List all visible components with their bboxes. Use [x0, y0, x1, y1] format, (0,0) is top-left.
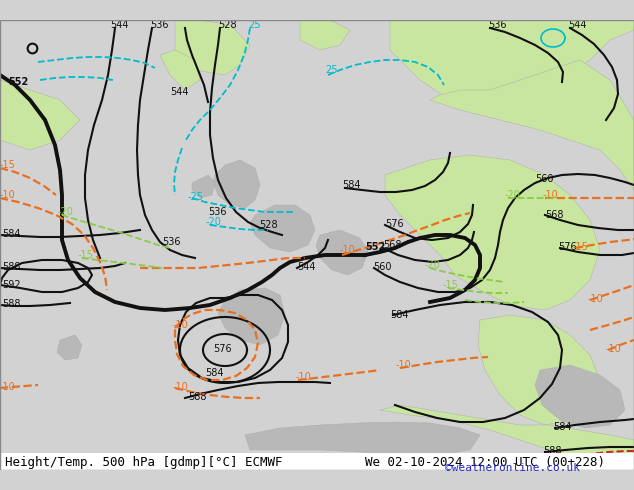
Text: 560: 560 [373, 262, 392, 272]
Polygon shape [57, 335, 82, 360]
Text: -20: -20 [505, 190, 521, 200]
Polygon shape [250, 205, 315, 252]
Text: -10: -10 [543, 190, 559, 200]
Text: -20: -20 [425, 260, 441, 270]
Text: 584: 584 [390, 310, 408, 320]
Text: -10: -10 [173, 382, 189, 392]
Text: 544: 544 [568, 20, 586, 30]
Text: -15: -15 [78, 250, 94, 260]
Text: 528: 528 [259, 220, 278, 230]
Text: 544: 544 [110, 20, 129, 30]
Text: 552: 552 [365, 242, 385, 252]
Polygon shape [175, 20, 250, 75]
Text: -10: -10 [0, 190, 16, 200]
Text: -10: -10 [396, 360, 411, 370]
Text: -20: -20 [58, 207, 74, 217]
Text: 544: 544 [297, 262, 316, 272]
Polygon shape [0, 80, 80, 150]
Text: 528: 528 [218, 20, 236, 30]
Text: 588: 588 [188, 392, 207, 402]
Polygon shape [430, 60, 634, 190]
Text: -25: -25 [188, 192, 204, 202]
Bar [0, 472, 634, 490]
Text: 576: 576 [385, 219, 404, 229]
Text: -5: -5 [553, 452, 563, 462]
Polygon shape [316, 230, 368, 275]
Text: 560: 560 [535, 174, 553, 184]
Polygon shape [380, 405, 634, 465]
Text: 588: 588 [2, 299, 20, 309]
Text: 536: 536 [488, 20, 507, 30]
Polygon shape [192, 175, 215, 198]
Text: 536: 536 [150, 20, 169, 30]
Polygon shape [160, 50, 200, 90]
Text: -15: -15 [443, 280, 459, 290]
Text: 592: 592 [2, 280, 21, 290]
Polygon shape [245, 422, 480, 455]
Polygon shape [390, 20, 634, 110]
Polygon shape [213, 160, 260, 208]
Text: 25: 25 [248, 20, 261, 30]
Text: -15: -15 [0, 160, 16, 170]
Text: 568: 568 [383, 240, 401, 250]
Polygon shape [478, 315, 600, 425]
Text: 584: 584 [205, 368, 224, 378]
Text: 584: 584 [342, 180, 361, 190]
Text: 576: 576 [558, 242, 577, 252]
Polygon shape [300, 20, 350, 50]
Text: 552: 552 [8, 77, 29, 87]
Polygon shape [218, 288, 285, 345]
Text: 588: 588 [2, 262, 20, 272]
Text: Height/Temp. 500 hPa [gdmp][°C] ECMWF: Height/Temp. 500 hPa [gdmp][°C] ECMWF [5, 456, 283, 468]
Text: -10: -10 [606, 344, 622, 354]
Bar [0, 453, 634, 470]
Polygon shape [385, 155, 600, 310]
Text: ©weatheronline.co.uk: ©weatheronline.co.uk [445, 463, 580, 473]
Polygon shape [535, 365, 625, 428]
Text: 568: 568 [545, 210, 564, 220]
Text: 536: 536 [162, 237, 181, 247]
Text: -10: -10 [340, 245, 356, 255]
Text: -20: -20 [206, 217, 222, 227]
Text: 584: 584 [553, 422, 571, 432]
Text: 536: 536 [208, 207, 226, 217]
Text: -10: -10 [588, 294, 604, 304]
Text: 576: 576 [213, 344, 231, 354]
Text: 588: 588 [543, 446, 562, 456]
Text: -15: -15 [573, 242, 589, 252]
Text: 25: 25 [325, 65, 337, 75]
Text: -10: -10 [0, 382, 16, 392]
Text: 584: 584 [2, 229, 20, 239]
Text: -10: -10 [296, 372, 312, 382]
Text: 544: 544 [170, 87, 188, 97]
Text: We 02-10-2024 12:00 UTC (00+228): We 02-10-2024 12:00 UTC (00+228) [365, 456, 605, 468]
Text: -10: -10 [173, 320, 189, 330]
